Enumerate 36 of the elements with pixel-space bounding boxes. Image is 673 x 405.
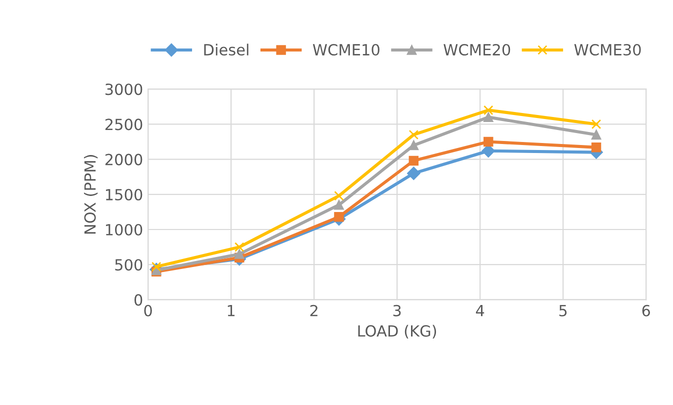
point <box>591 130 602 140</box>
point <box>408 140 419 150</box>
point <box>152 262 162 272</box>
x-tick-label: 5 <box>559 305 567 316</box>
x-tick-label: 3 <box>393 304 401 316</box>
point <box>591 142 602 152</box>
point <box>484 136 494 147</box>
point <box>334 212 344 222</box>
point <box>484 112 494 122</box>
y-tick-label: 500 <box>115 259 142 271</box>
x-tick-label: 4 <box>476 305 484 316</box>
x-tick-label: 1 <box>228 305 235 316</box>
point <box>408 156 419 166</box>
y-tick-label: 3000 <box>105 84 142 96</box>
x-tick-label: 0 <box>144 304 152 316</box>
y-tick-label: 2500 <box>105 118 142 130</box>
x-tick-label: 2 <box>310 304 318 316</box>
x-tick-label: 6 <box>642 304 650 316</box>
legend-label: WCME20 <box>444 44 510 56</box>
point <box>408 130 419 140</box>
y-tick-label: 1500 <box>106 188 142 200</box>
point <box>484 105 494 116</box>
y-tick-label: 1000 <box>106 224 142 236</box>
point <box>407 166 420 180</box>
y-axis-title: NOX (PPM) <box>84 155 98 234</box>
point <box>234 242 244 252</box>
y-tick-label: 0 <box>134 294 142 306</box>
point <box>234 249 244 259</box>
x-axis-title: LOAD (KG) <box>358 324 436 339</box>
legend-label: WCME30 <box>574 44 641 56</box>
legend-label: Diesel <box>204 44 248 56</box>
point <box>591 119 602 130</box>
y-tick-label: 2000 <box>105 154 142 166</box>
legend-label: WCME10 <box>312 44 380 56</box>
point <box>334 190 344 201</box>
point <box>334 200 344 210</box>
